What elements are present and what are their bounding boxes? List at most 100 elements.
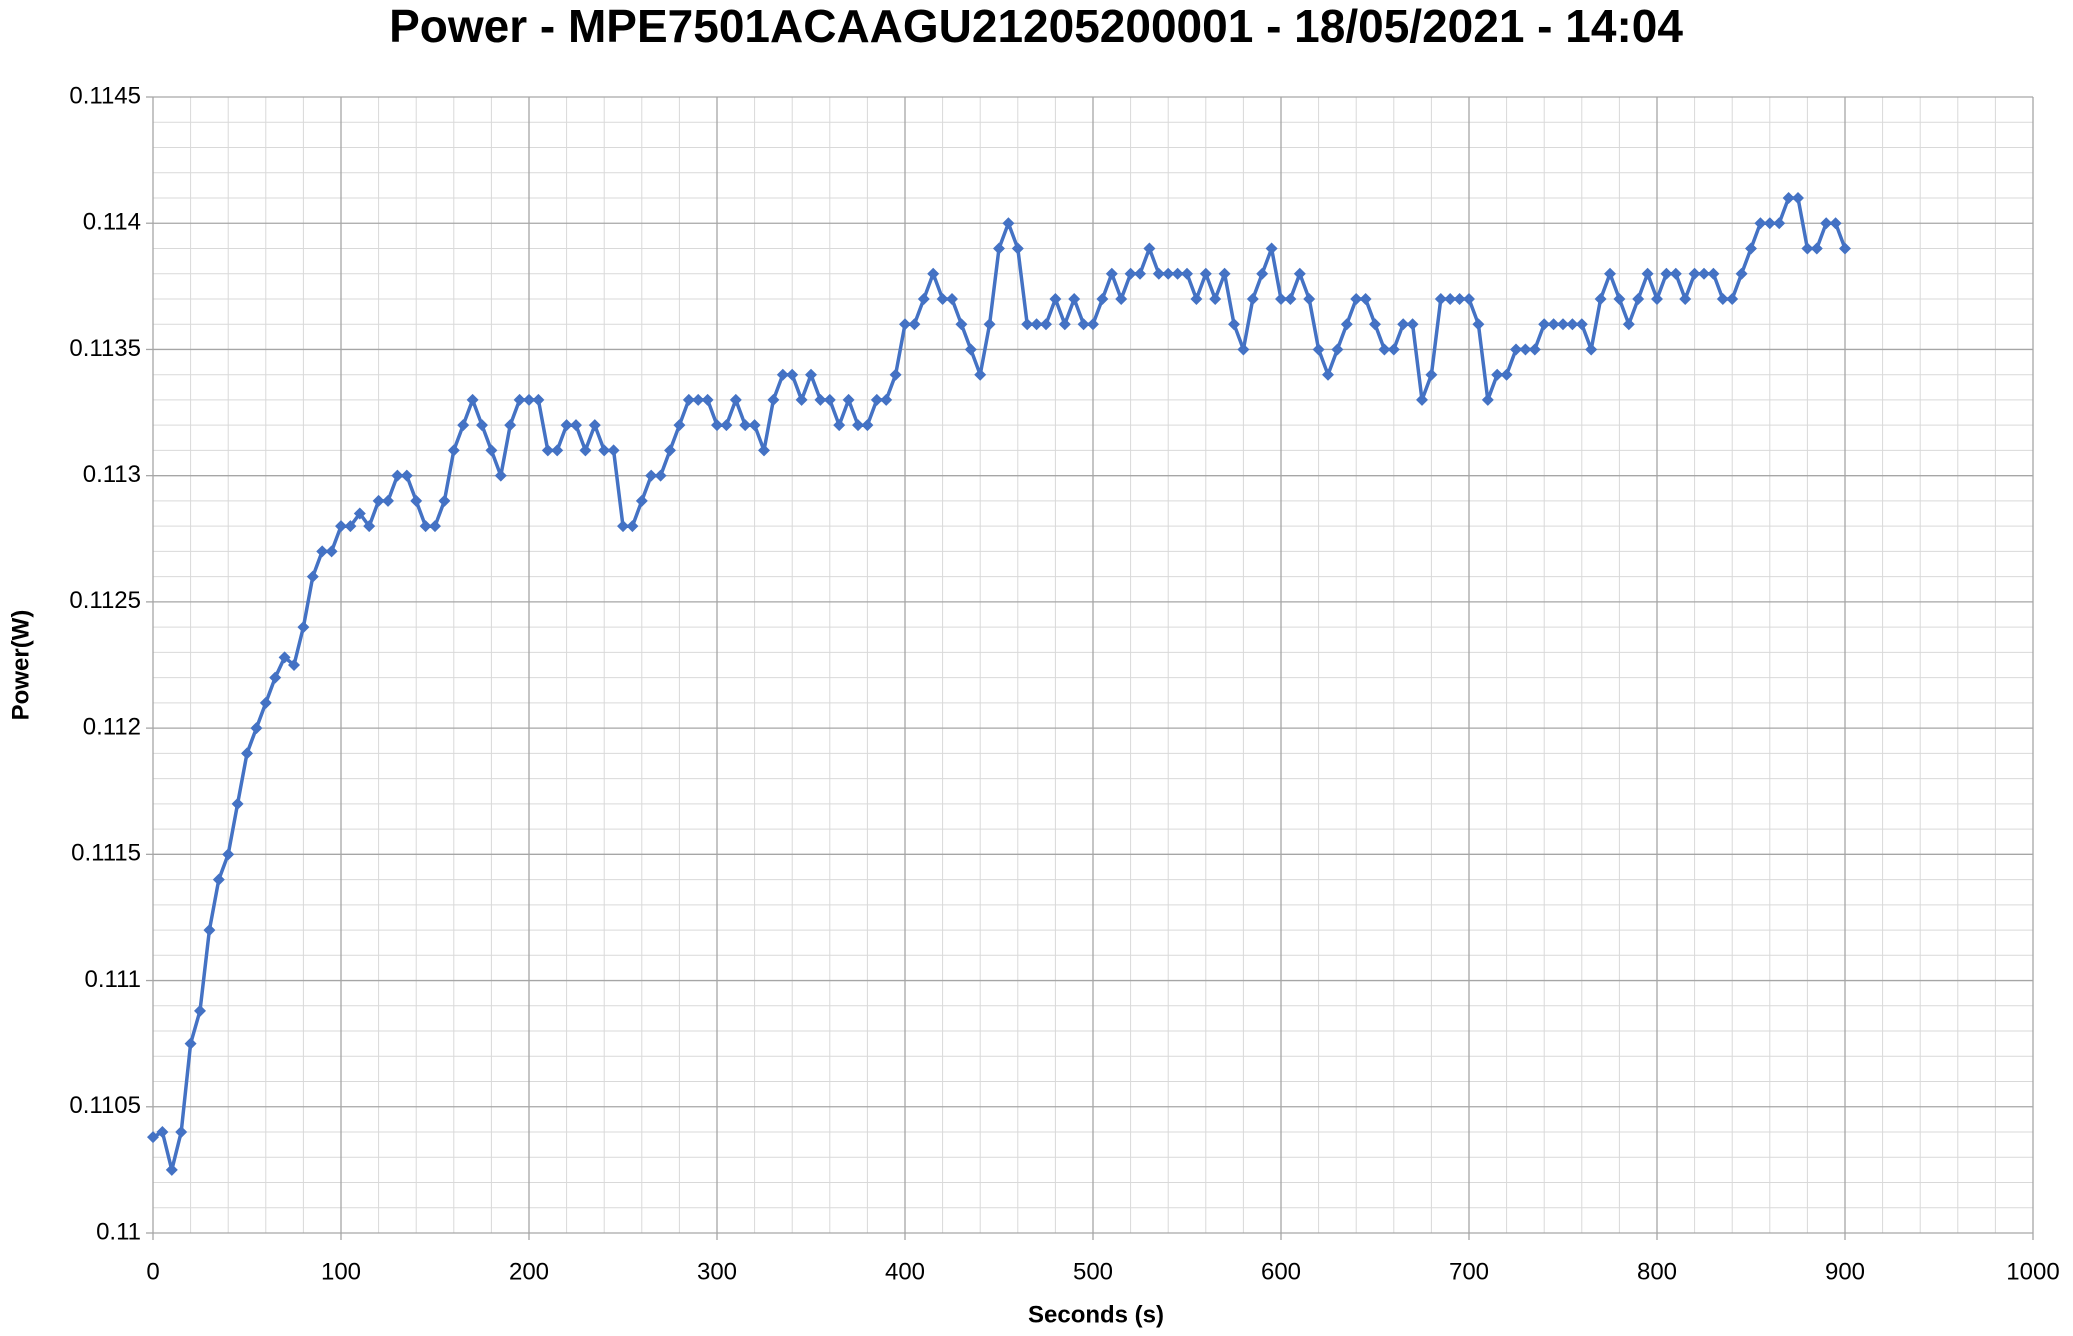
data-point: [156, 1126, 169, 1139]
data-point: [551, 444, 564, 457]
data-point: [1463, 292, 1475, 305]
data-point: [1575, 318, 1588, 331]
data-point: [1557, 318, 1569, 331]
data-point: [457, 419, 470, 432]
data-point: [767, 393, 780, 406]
data-point: [654, 469, 667, 482]
data-point: [1397, 318, 1410, 331]
data-point: [1810, 242, 1823, 255]
data-point: [1124, 267, 1137, 280]
data-point: [1698, 267, 1710, 280]
data-point: [776, 368, 789, 381]
data-point: [880, 393, 893, 406]
x-tick-label: 600: [1261, 1258, 1301, 1285]
data-point: [306, 570, 319, 583]
data-point: [1754, 217, 1767, 230]
chart-title: Power - MPE7501ACAAGU21205200001 - 18/05…: [389, 0, 1683, 52]
data-point: [607, 444, 620, 457]
data-point: [147, 1131, 159, 1144]
data-point: [494, 469, 507, 482]
y-tick-label: 0.111: [85, 966, 142, 993]
data-point: [1237, 343, 1250, 356]
data-point: [1745, 242, 1757, 255]
data-point: [739, 419, 752, 432]
data-point: [447, 444, 460, 457]
data-point: [1303, 292, 1316, 305]
data-point: [1359, 292, 1372, 305]
data-point: [1350, 292, 1363, 305]
data-point: [1491, 368, 1504, 381]
data-point: [1566, 318, 1579, 331]
data-point: [335, 520, 347, 533]
data-point: [1472, 318, 1485, 331]
data-point: [278, 651, 291, 664]
data-point: [833, 419, 846, 432]
data-point: [955, 318, 968, 331]
data-point: [400, 469, 413, 482]
data-point: [1246, 292, 1259, 305]
data-point: [1547, 318, 1560, 331]
data-point: [1209, 292, 1222, 305]
y-tick-label: 0.1125: [69, 587, 141, 614]
x-axis-title: Seconds (s): [1028, 1301, 1164, 1328]
data-point: [814, 393, 827, 406]
data-point: [410, 494, 423, 507]
data-point: [344, 520, 357, 533]
data-point: [241, 747, 253, 760]
data-point: [720, 419, 733, 432]
x-tick-label: 500: [1073, 1258, 1113, 1285]
data-point: [1181, 267, 1193, 280]
y-tick-label: 0.114: [83, 209, 141, 236]
data-point: [250, 722, 263, 735]
grid: 0.11 0.1105 0.111 0.1115 0.112 0.1125 0.113 0.1…: [69, 82, 2059, 1285]
x-tick-label: 100: [321, 1258, 361, 1285]
data-point: [1322, 368, 1334, 381]
data-point: [1585, 343, 1598, 356]
data-point: [1340, 318, 1353, 331]
data-point: [1265, 242, 1278, 255]
data-point: [1049, 292, 1062, 305]
data-point: [758, 444, 770, 457]
data-point: [1622, 318, 1635, 331]
data-point: [1275, 292, 1287, 305]
data-point: [363, 520, 376, 533]
data-point: [1500, 368, 1513, 381]
data-point: [1011, 242, 1024, 255]
data-point: [175, 1126, 188, 1139]
data-point: [1218, 267, 1231, 280]
data-point: [353, 507, 366, 520]
data-point: [1632, 292, 1645, 305]
data-point: [1134, 267, 1146, 280]
data-point: [795, 393, 808, 406]
data-point: [1105, 267, 1118, 280]
data-point: [842, 393, 855, 406]
data-point: [729, 393, 742, 406]
data-point: [1688, 267, 1701, 280]
data-point: [1660, 267, 1673, 280]
data-point: [626, 520, 639, 533]
x-tick-label: 300: [697, 1258, 737, 1285]
data-point: [889, 368, 902, 381]
data-point: [1773, 217, 1786, 230]
data-point: [701, 393, 714, 406]
x-tick-label: 200: [509, 1258, 549, 1285]
data-point: [917, 292, 930, 305]
data-point: [993, 242, 1005, 255]
data-point: [617, 520, 629, 533]
data-point: [1162, 267, 1175, 280]
x-tick-label: 900: [1825, 1258, 1865, 1285]
data-point: [946, 292, 958, 305]
data-point: [1256, 267, 1269, 280]
data-point: [598, 444, 611, 457]
data-point: [870, 393, 883, 406]
data-point: [1538, 318, 1551, 331]
data-point: [222, 848, 235, 861]
data-point: [231, 797, 244, 810]
data-point: [1735, 267, 1748, 280]
data-point: [1594, 292, 1607, 305]
x-tick-label: 700: [1449, 1258, 1489, 1285]
data-point: [1444, 292, 1457, 305]
data-point: [936, 292, 949, 305]
data-point: [1058, 318, 1071, 331]
data-point: [1002, 217, 1015, 230]
